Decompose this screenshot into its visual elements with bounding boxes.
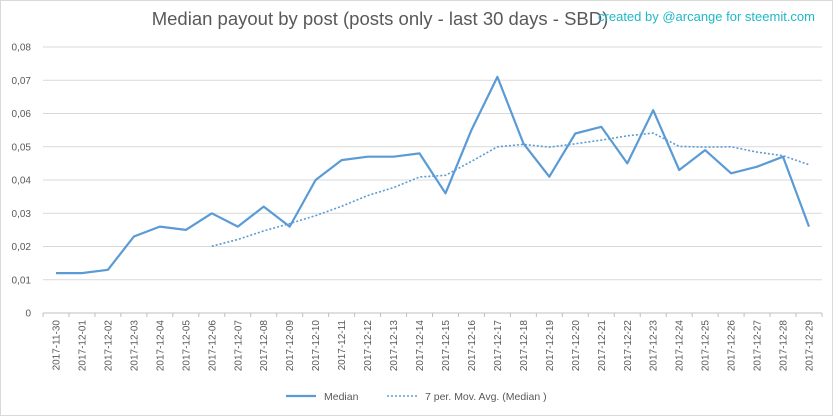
x-tick-label: 2017-12-02 <box>103 320 114 372</box>
x-tick-label: 2017-12-09 <box>285 320 296 372</box>
y-tick-label: 0,07 <box>12 76 32 87</box>
x-tick-label: 2017-12-11 <box>337 320 348 371</box>
y-tick-label: 0,08 <box>12 43 32 54</box>
x-tick-label: 2017-12-28 <box>779 320 790 372</box>
x-tick-label: 2017-11-30 <box>51 320 62 371</box>
x-tick-label: 2017-12-19 <box>545 320 556 372</box>
x-tick-label: 2017-12-14 <box>415 320 426 372</box>
y-tick-label: 0,01 <box>12 275 32 286</box>
x-tick-label: 2017-12-29 <box>805 320 816 372</box>
x-tick-label: 2017-12-16 <box>467 320 478 372</box>
x-tick-label: 2017-12-25 <box>701 320 712 372</box>
x-tick-label: 2017-12-27 <box>753 320 764 372</box>
moving-average-line <box>211 132 810 247</box>
y-tick-label: 0,05 <box>12 142 32 153</box>
legend-label: Median <box>324 391 359 403</box>
x-tick-label: 2017-12-03 <box>129 320 140 372</box>
y-tick-label: 0,02 <box>12 242 32 253</box>
x-tick-label: 2017-12-23 <box>649 320 660 372</box>
x-tick-label: 2017-12-12 <box>363 320 374 372</box>
y-tick-label: 0,06 <box>12 109 32 120</box>
x-tick-label: 2017-12-08 <box>259 320 270 372</box>
x-tick-label: 2017-12-17 <box>493 320 504 372</box>
x-tick-label: 2017-12-10 <box>311 320 322 372</box>
legend-label: 7 per. Mov. Avg. (Median ) <box>425 391 547 403</box>
x-tick-label: 2017-12-07 <box>233 320 244 372</box>
x-tick-label: 2017-12-06 <box>207 320 218 372</box>
x-tick-label: 2017-12-01 <box>77 320 88 372</box>
x-tick-label: 2017-12-26 <box>727 320 738 372</box>
x-tick-label: 2017-12-13 <box>389 320 400 372</box>
chart-title: Median payout by post (posts only - last… <box>151 8 609 29</box>
y-tick-label: 0 <box>25 309 31 320</box>
y-tick-label: 0,04 <box>12 176 32 187</box>
x-tick-label: 2017-12-21 <box>597 320 608 372</box>
x-tick-label: 2017-12-18 <box>519 320 530 372</box>
x-tick-label: 2017-12-04 <box>155 320 166 372</box>
x-tick-label: 2017-12-24 <box>675 320 686 372</box>
x-tick-label: 2017-12-15 <box>441 320 452 372</box>
x-tick-label: 2017-12-20 <box>571 320 582 372</box>
x-tick-label: 2017-12-05 <box>181 320 192 372</box>
median-line <box>56 75 811 275</box>
credit-text: created by @arcange for steemit.com <box>598 9 815 24</box>
x-tick-label: 2017-12-22 <box>623 320 634 372</box>
y-tick-label: 0,03 <box>12 209 32 220</box>
